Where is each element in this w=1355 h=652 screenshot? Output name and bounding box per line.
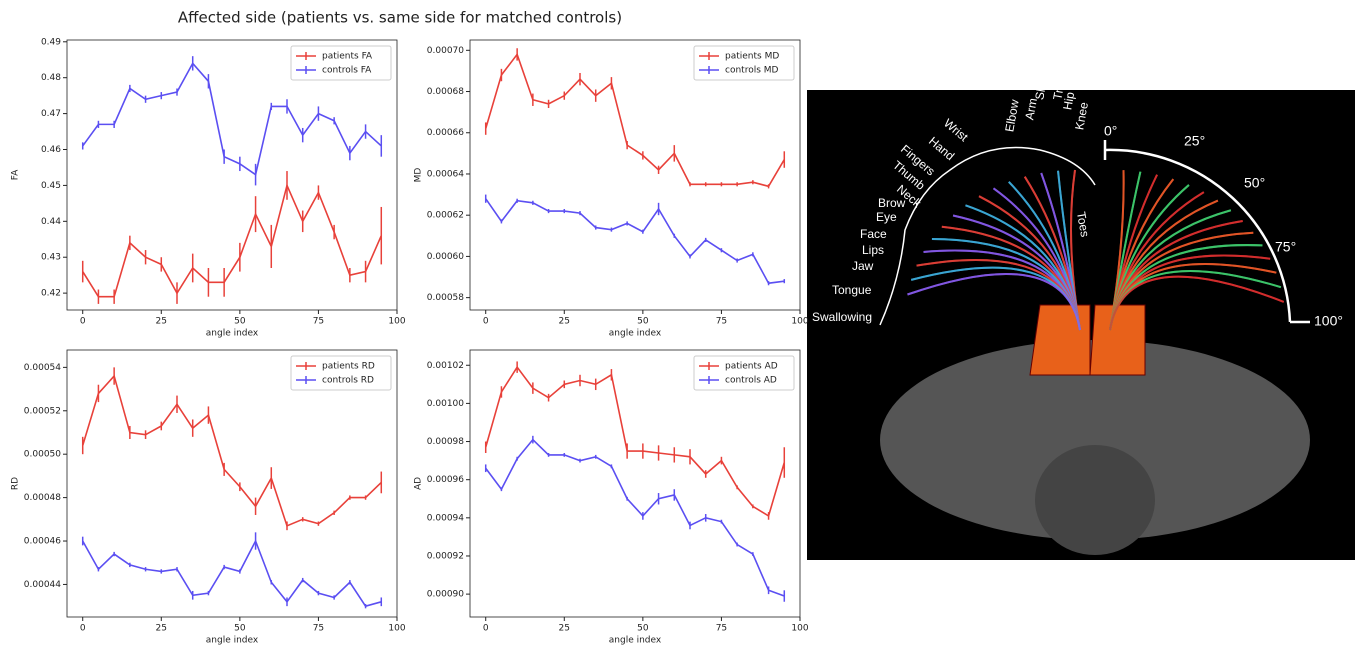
y-tick-label: 0.42 bbox=[41, 289, 61, 299]
x-axis-label: angle index bbox=[609, 329, 662, 339]
y-tick-label: 0.00060 bbox=[427, 252, 464, 262]
y-tick-label: 0.00064 bbox=[427, 169, 464, 179]
y-tick-label: 0.00090 bbox=[427, 590, 464, 600]
x-tick-label: 0 bbox=[483, 624, 489, 634]
brainstem bbox=[1035, 445, 1155, 555]
y-axis-label: FA bbox=[11, 169, 21, 180]
y-axis-label: MD bbox=[414, 168, 424, 183]
y-tick-label: 0.47 bbox=[41, 109, 61, 119]
legend-label: controls MD bbox=[725, 66, 779, 76]
tractography-image: SwallowingTongueJawLipsFaceEyeBrowNeckTh… bbox=[807, 51, 1355, 560]
body-part-label: Face bbox=[860, 227, 887, 241]
series-line bbox=[486, 440, 785, 596]
y-tick-label: 0.00066 bbox=[427, 128, 464, 138]
y-tick-label: 0.49 bbox=[41, 37, 61, 47]
angle-label: 0° bbox=[1104, 123, 1117, 139]
x-tick-label: 25 bbox=[559, 624, 570, 634]
y-tick-label: 0.00062 bbox=[427, 211, 464, 221]
x-tick-label: 100 bbox=[791, 317, 808, 327]
x-tick-label: 75 bbox=[716, 624, 727, 634]
series-line bbox=[83, 185, 382, 296]
y-tick-label: 0.00070 bbox=[427, 46, 464, 56]
legend-label: patients AD bbox=[725, 362, 778, 372]
x-tick-label: 0 bbox=[80, 317, 86, 327]
y-tick-label: 0.48 bbox=[41, 73, 61, 83]
x-tick-label: 75 bbox=[716, 317, 727, 327]
series-line bbox=[83, 541, 382, 606]
x-tick-label: 75 bbox=[313, 624, 324, 634]
x-axis-label: angle index bbox=[206, 329, 259, 339]
y-tick-label: 0.00058 bbox=[427, 293, 464, 303]
y-tick-label: 0.00046 bbox=[24, 537, 61, 547]
y-tick-label: 0.43 bbox=[41, 253, 61, 263]
y-tick-label: 0.00094 bbox=[427, 513, 464, 523]
x-tick-label: 25 bbox=[156, 317, 167, 327]
y-tick-label: 0.00098 bbox=[427, 437, 464, 447]
y-tick-label: 0.46 bbox=[41, 145, 61, 155]
figure-title: Affected side (patients vs. same side fo… bbox=[178, 9, 622, 27]
x-tick-label: 100 bbox=[388, 624, 405, 634]
x-tick-label: 50 bbox=[637, 624, 649, 634]
x-tick-label: 0 bbox=[80, 624, 86, 634]
activation bbox=[1030, 305, 1145, 375]
y-tick-label: 0.00054 bbox=[24, 363, 61, 373]
legend-label: patients FA bbox=[322, 52, 373, 62]
y-axis-label: RD bbox=[11, 477, 21, 490]
y-tick-label: 0.00096 bbox=[427, 475, 464, 485]
y-tick-label: 0.00102 bbox=[427, 361, 464, 371]
y-tick-label: 0.00050 bbox=[24, 450, 61, 460]
x-tick-label: 50 bbox=[637, 317, 649, 327]
x-tick-label: 25 bbox=[156, 624, 167, 634]
body-part-label: Jaw bbox=[852, 259, 874, 273]
y-tick-label: 0.00044 bbox=[24, 580, 61, 590]
legend-label: controls RD bbox=[322, 376, 374, 386]
y-tick-label: 0.00068 bbox=[427, 87, 464, 97]
y-tick-label: 0.00100 bbox=[427, 399, 464, 409]
legend-label: controls AD bbox=[725, 376, 777, 386]
body-part-label: Eye bbox=[876, 210, 897, 224]
body-part-label: Tongue bbox=[832, 283, 872, 297]
y-tick-label: 0.45 bbox=[41, 181, 61, 191]
angle-label: 100° bbox=[1314, 313, 1343, 329]
figure: Affected side (patients vs. same side fo… bbox=[0, 0, 1355, 648]
x-axis-label: angle index bbox=[609, 636, 662, 646]
series-line bbox=[486, 199, 785, 284]
x-tick-label: 100 bbox=[791, 624, 808, 634]
body-part-label: Swallowing bbox=[812, 310, 872, 324]
angle-label: 25° bbox=[1184, 133, 1205, 149]
legend-label: controls FA bbox=[322, 66, 372, 76]
x-tick-label: 0 bbox=[483, 317, 489, 327]
y-tick-label: 0.00092 bbox=[427, 551, 464, 561]
series-line bbox=[83, 376, 382, 526]
x-tick-label: 25 bbox=[559, 317, 570, 327]
x-tick-label: 100 bbox=[388, 317, 405, 327]
angle-label: 50° bbox=[1244, 175, 1265, 191]
y-axis-label: AD bbox=[414, 477, 424, 490]
y-tick-label: 0.44 bbox=[41, 217, 61, 227]
x-axis-label: angle index bbox=[206, 636, 259, 646]
x-tick-label: 50 bbox=[234, 624, 246, 634]
legend-label: patients MD bbox=[725, 52, 779, 62]
x-tick-label: 75 bbox=[313, 317, 324, 327]
body-part-label: Lips bbox=[862, 243, 884, 257]
angle-label: 75° bbox=[1275, 239, 1296, 255]
legend-label: patients RD bbox=[322, 362, 375, 372]
x-tick-label: 50 bbox=[234, 317, 246, 327]
y-tick-label: 0.00052 bbox=[24, 406, 61, 416]
y-tick-label: 0.00048 bbox=[24, 493, 61, 503]
